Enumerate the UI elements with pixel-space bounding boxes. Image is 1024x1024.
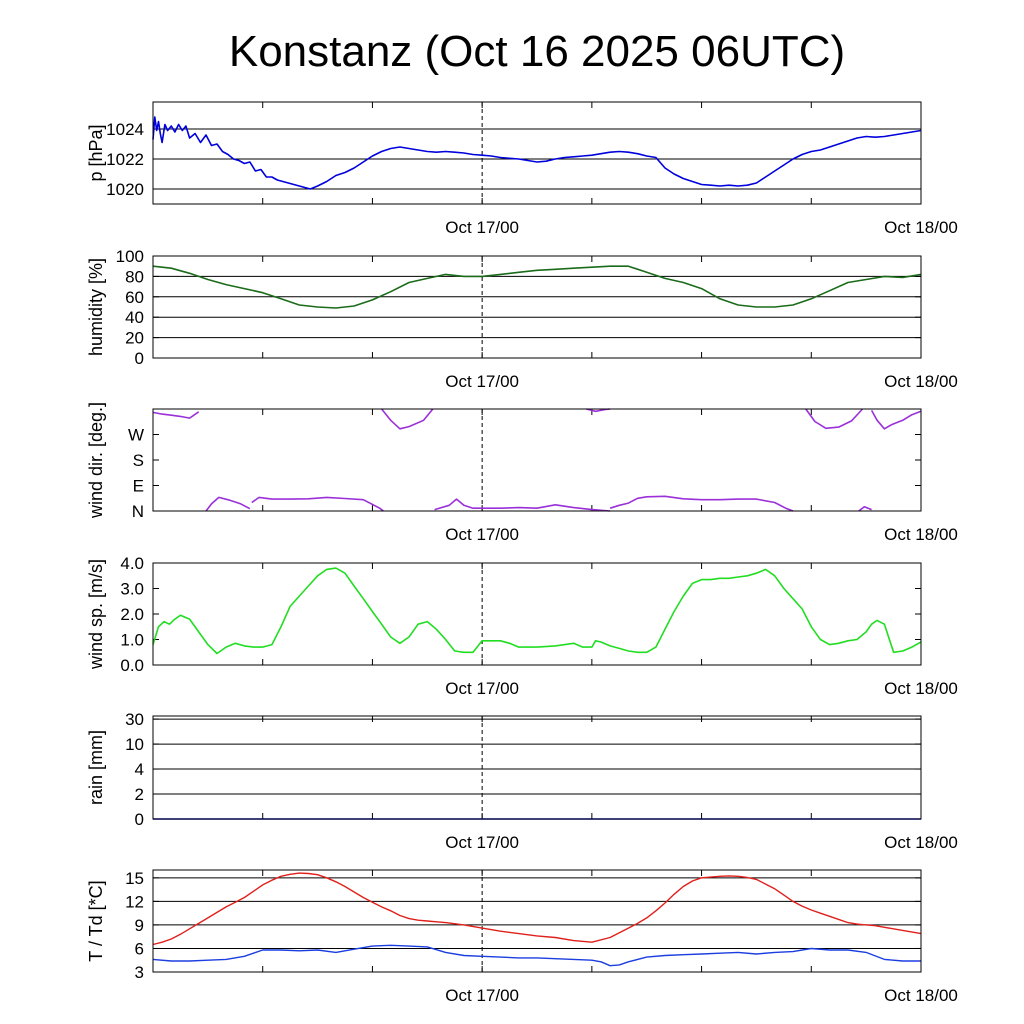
panel-frame: [152, 715, 922, 820]
y-tick-label: 0: [135, 349, 144, 368]
chart-title: Konstanz (Oct 16 2025 06UTC): [229, 27, 845, 76]
panel-temperature_dewpoint: 3 6 9 12 15 T / Td [*C] Oct 17/00 Oct 18/00: [86, 869, 958, 1005]
wind_direction-segment: [870, 410, 922, 430]
x-date-label: Oct 17/00: [445, 218, 519, 237]
y-axis-label: rain [mm]: [86, 730, 106, 805]
y-tick-label: 0: [135, 810, 144, 829]
wind_direction-segment: [858, 506, 872, 512]
wind_direction-segment: [205, 496, 251, 512]
y-tick-label: 6: [135, 939, 144, 958]
wind_direction-segment: [380, 408, 434, 430]
y-tick-label: 15: [125, 869, 144, 888]
panel-frame: [152, 869, 922, 973]
y-tick-label: 60: [125, 288, 144, 307]
y-tick-label: 3.0: [120, 580, 144, 599]
x-date-label: Oct 17/00: [445, 833, 519, 852]
wind_direction-segment: [805, 408, 864, 430]
y-tick-label: 2: [135, 785, 144, 804]
panel-wind_speed: 0.0 1.0 2.0 3.0 4.0 wind sp. [m/s] Oct 17/00 Oc…: [86, 554, 958, 698]
y-tick-label: 30: [125, 710, 144, 729]
y-tick-label: 4: [135, 760, 144, 779]
y-tick-label: 12: [125, 892, 144, 911]
wind_direction-segment: [434, 498, 611, 512]
y-axis-label: humidity [%]: [86, 258, 106, 356]
x-date-label: Oct 18/00: [884, 372, 958, 391]
y-tick-label: 1020: [106, 180, 144, 199]
wind_direction-segment: [152, 411, 200, 419]
x-date-label: Oct 17/00: [445, 986, 519, 1005]
panel-frame: [152, 255, 922, 359]
y-tick-label: 1024: [106, 120, 144, 139]
y-tick-label: 1.0: [120, 631, 144, 650]
x-date-label: Oct 17/00: [445, 372, 519, 391]
y-tick-label: 100: [116, 247, 144, 266]
panel-rain: 0 2 4 10 30 rain [mm] Oct 17/00 Oct 18/00: [86, 710, 958, 852]
pressure-line: [152, 116, 922, 190]
y-tick-label: 3: [135, 963, 144, 982]
temperature_dewpoint-series-t: [152, 872, 922, 946]
y-tick-label: N: [132, 502, 144, 521]
y-axis-label: wind sp. [m/s]: [86, 559, 106, 670]
x-date-label: Oct 18/00: [884, 679, 958, 698]
y-axis-label: p [hPa]: [86, 124, 106, 181]
y-tick-label: 10: [125, 735, 144, 754]
humidity-line: [152, 265, 922, 309]
panel-frame: [152, 562, 922, 666]
y-axis-label: T / Td [*C]: [86, 880, 106, 961]
y-tick-label: 4.0: [120, 554, 144, 573]
wind_direction-segment: [251, 496, 384, 512]
y-tick-label: 80: [125, 267, 144, 286]
panel-frame: [152, 101, 922, 205]
y-tick-label: E: [133, 477, 144, 496]
temperature_dewpoint-series-td: [152, 944, 921, 967]
panel-frame: [152, 408, 922, 512]
x-date-label: Oct 17/00: [445, 525, 519, 544]
wind_direction-segment: [609, 495, 794, 512]
y-tick-label: 0.0: [120, 656, 144, 675]
x-date-label: Oct 17/00: [445, 679, 519, 698]
y-axis-label: wind dir. [deg.]: [86, 402, 106, 519]
x-date-label: Oct 18/00: [884, 833, 958, 852]
y-tick-label: 40: [125, 308, 144, 327]
x-date-label: Oct 18/00: [884, 986, 958, 1005]
wind_speed-line: [152, 567, 922, 655]
y-tick-label: W: [128, 426, 144, 445]
y-tick-label: S: [133, 451, 144, 470]
x-date-label: Oct 18/00: [884, 218, 958, 237]
y-tick-label: 9: [135, 916, 144, 935]
y-tick-label: 1022: [106, 150, 144, 169]
y-tick-label: 2.0: [120, 605, 144, 624]
x-date-label: Oct 18/00: [884, 525, 958, 544]
y-tick-label: 20: [125, 329, 144, 348]
